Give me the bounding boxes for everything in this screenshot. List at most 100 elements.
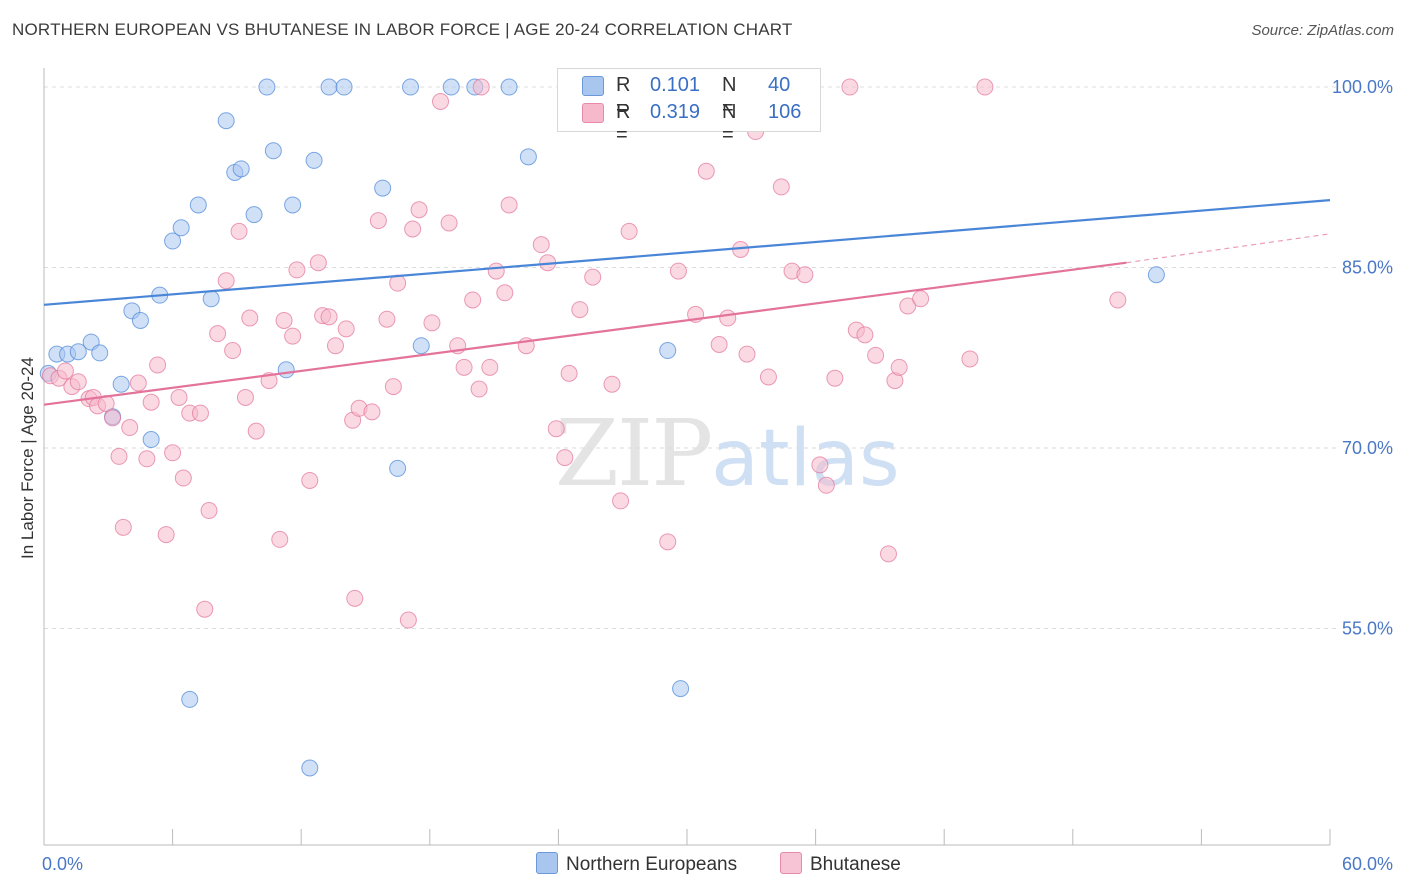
y-tick-label: 85.0%: [1342, 258, 1393, 278]
point-bhutanese: [236, 388, 254, 406]
point-bhutanese: [104, 409, 122, 427]
point-bhutanese: [584, 268, 602, 286]
point-bhutanese: [867, 346, 885, 364]
point-bhutanese: [547, 420, 565, 438]
axes: [43, 68, 1331, 846]
point-bhutanese: [288, 261, 306, 279]
point-bhutanese: [326, 337, 344, 355]
point-bhutanese: [560, 364, 578, 382]
point-bhutanese: [196, 600, 214, 618]
chart-title: NORTHERN EUROPEAN VS BHUTANESE IN LABOR …: [12, 20, 793, 39]
point-bhutanese: [174, 469, 192, 487]
point-bhutanese: [230, 222, 248, 240]
point-bhutanese: [110, 447, 128, 465]
point-bhutanese: [191, 404, 209, 422]
point-bhutanese: [796, 266, 814, 284]
point-bhutanese: [404, 220, 422, 238]
point-bhutanese: [121, 419, 139, 437]
point-bhutanese: [738, 345, 756, 363]
point-bhutanese: [432, 92, 450, 110]
point-northern-european: [301, 759, 319, 777]
point-bhutanese: [890, 358, 908, 376]
trend-line-bhutanese: [43, 261, 1127, 406]
point-bhutanese: [879, 545, 897, 563]
point-northern-european: [232, 160, 250, 178]
point-northern-european: [245, 206, 263, 224]
point-bhutanese: [378, 310, 396, 328]
legend-n-label: N =: [722, 101, 737, 146]
point-bhutanese: [481, 358, 499, 376]
trend-lines: [43, 199, 1331, 406]
point-bhutanese: [856, 326, 874, 344]
point-bhutanese: [440, 214, 458, 232]
point-bhutanese: [719, 309, 737, 327]
legend-r-value: 0.319: [650, 101, 701, 123]
point-bhutanese: [410, 201, 428, 219]
point-northern-european: [258, 78, 276, 96]
bottom-legend-northern-europeans: Northern Europeans: [536, 852, 737, 876]
y-tick-label: 55.0%: [1342, 618, 1393, 638]
point-bhutanese: [817, 476, 835, 494]
bottom-legend-label: Bhutanese: [810, 854, 901, 875]
point-bhutanese: [423, 314, 441, 332]
point-bhutanese: [241, 309, 259, 327]
point-bhutanese: [500, 196, 518, 214]
bottom-legend-swatch-blue: [536, 852, 558, 874]
point-bhutanese: [369, 212, 387, 230]
point-bhutanese: [759, 368, 777, 386]
point-bhutanese: [841, 78, 859, 96]
point-bhutanese: [1109, 291, 1127, 309]
point-bhutanese: [772, 178, 790, 196]
point-bhutanese: [612, 492, 630, 510]
point-bhutanese: [363, 403, 381, 421]
point-northern-european: [320, 78, 338, 96]
point-bhutanese: [556, 449, 574, 467]
point-northern-european: [172, 219, 190, 237]
stats-legend: R = 0.101 N = 40 R = 0.319 N = 106: [557, 68, 821, 146]
point-bhutanese: [603, 375, 621, 393]
point-bhutanese: [472, 78, 490, 96]
point-bhutanese: [697, 162, 715, 180]
source-label: Source: ZipAtlas.com: [1251, 22, 1394, 39]
point-northern-european: [164, 232, 182, 250]
point-bhutanese: [114, 518, 132, 536]
point-bhutanese: [301, 471, 319, 489]
point-northern-european: [69, 343, 87, 361]
bottom-legend-swatch-pink: [780, 852, 802, 874]
point-bhutanese: [247, 422, 265, 440]
point-bhutanese: [129, 374, 147, 392]
point-bhutanese: [224, 342, 242, 360]
point-northern-european: [442, 78, 460, 96]
point-bhutanese: [464, 291, 482, 309]
legend-r-label: R =: [616, 101, 631, 146]
point-bhutanese: [209, 325, 227, 343]
y-tick-label: 100.0%: [1332, 77, 1393, 97]
point-northern-european: [284, 196, 302, 214]
trend-line-bhutanese-extension: [1126, 233, 1331, 264]
legend-r-label: R =: [616, 74, 631, 119]
point-northern-european: [91, 344, 109, 362]
point-northern-european: [181, 690, 199, 708]
legend-r-value: 0.101: [650, 74, 701, 96]
point-northern-european: [389, 459, 407, 477]
data-points: [39, 78, 1165, 777]
legend-swatch-blue: [582, 76, 604, 96]
point-bhutanese: [912, 290, 930, 308]
bottom-legend-bhutanese: Bhutanese: [780, 852, 901, 876]
point-bhutanese: [200, 502, 218, 520]
point-bhutanese: [620, 222, 638, 240]
point-bhutanese: [571, 301, 589, 319]
point-northern-european: [202, 290, 220, 308]
axis-labels: 55.0% 70.0% 85.0% 100.0% 0.0% 60.0% In Labor F…: [18, 77, 1393, 874]
point-northern-european: [217, 112, 235, 130]
point-northern-european: [672, 680, 690, 698]
point-bhutanese: [217, 272, 235, 290]
point-bhutanese: [275, 311, 293, 329]
point-bhutanese: [455, 358, 473, 376]
trend-line-northern-europeans: [43, 199, 1331, 306]
point-northern-european: [500, 78, 518, 96]
point-bhutanese: [157, 526, 175, 544]
point-northern-european: [277, 361, 295, 379]
legend-n-label: N =: [722, 74, 737, 119]
